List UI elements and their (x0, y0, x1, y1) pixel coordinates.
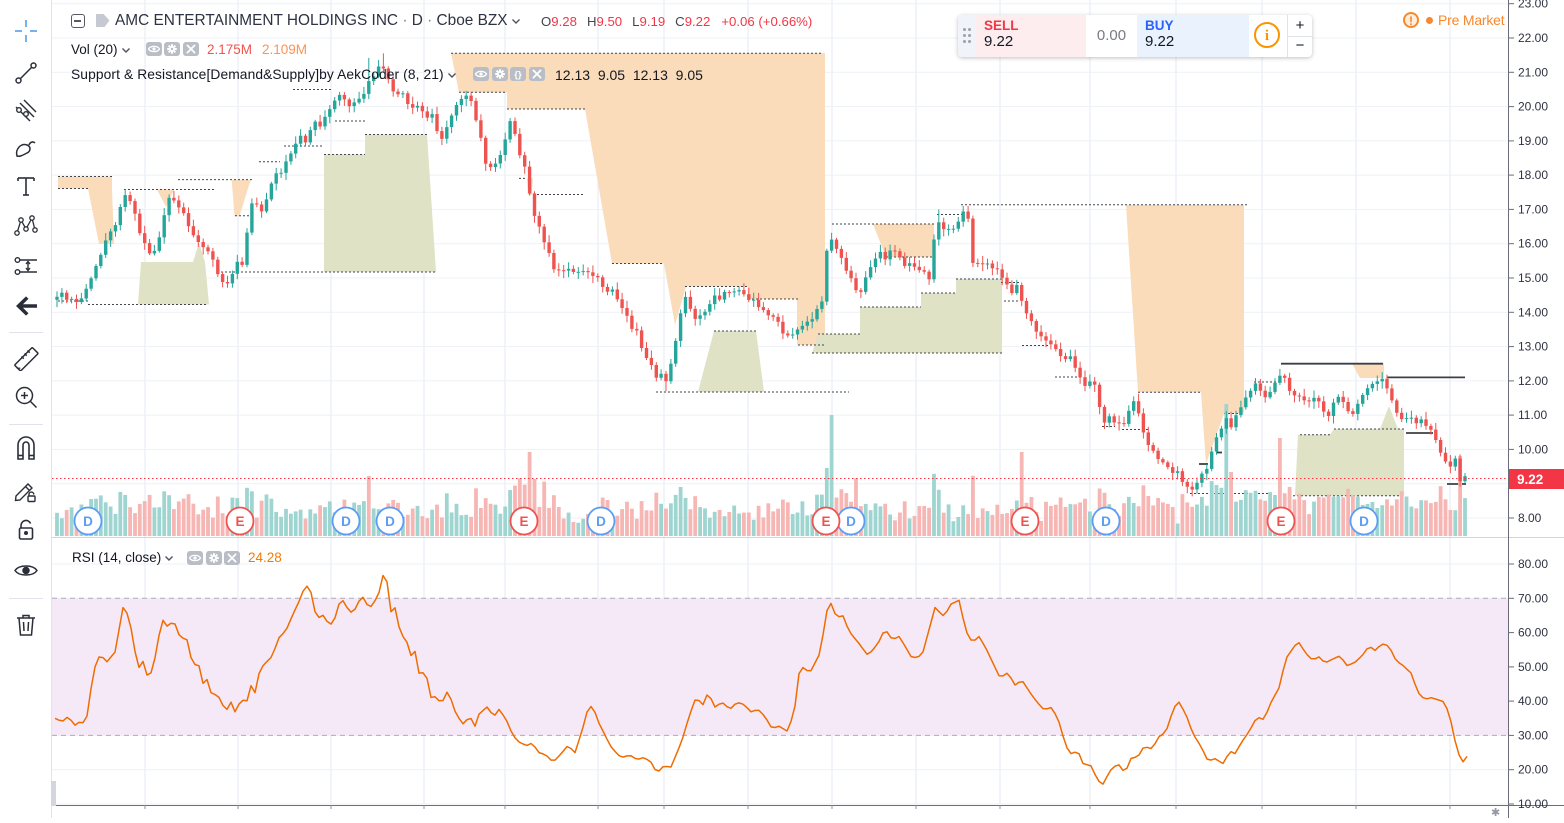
svg-text:D: D (1101, 514, 1111, 529)
svg-text:30.00: 30.00 (1518, 728, 1548, 742)
svg-text:23.00: 23.00 (1518, 0, 1548, 11)
svg-text:20.00: 20.00 (1518, 100, 1548, 114)
svg-text:D: D (83, 514, 93, 529)
svg-text:10.00: 10.00 (1518, 442, 1548, 456)
svg-text:E: E (235, 514, 244, 529)
svg-text:8.00: 8.00 (1518, 511, 1542, 525)
svg-text:16.00: 16.00 (1518, 237, 1548, 251)
svg-text:D: D (385, 514, 395, 529)
svg-text:14.00: 14.00 (1518, 305, 1548, 319)
svg-text:9.22: 9.22 (1517, 472, 1543, 487)
svg-text:E: E (1276, 514, 1285, 529)
svg-text:E: E (1020, 514, 1029, 529)
svg-text:18.00: 18.00 (1518, 168, 1548, 182)
svg-text:✱: ✱ (1491, 807, 1500, 818)
svg-text:50.00: 50.00 (1518, 660, 1548, 674)
svg-text:70.00: 70.00 (1518, 591, 1548, 605)
svg-text:22.00: 22.00 (1518, 31, 1548, 45)
svg-text:80.00: 80.00 (1518, 557, 1548, 571)
svg-text:40.00: 40.00 (1518, 694, 1548, 708)
svg-text:{}: {} (514, 70, 522, 81)
svg-text:D: D (1359, 514, 1369, 529)
svg-text:D: D (846, 514, 856, 529)
svg-text:15.00: 15.00 (1518, 271, 1548, 285)
svg-text:21.00: 21.00 (1518, 65, 1548, 79)
svg-text:E: E (519, 514, 528, 529)
svg-text:19.00: 19.00 (1518, 134, 1548, 148)
svg-text:D: D (341, 514, 351, 529)
svg-text:17.00: 17.00 (1518, 202, 1548, 216)
svg-text:20.00: 20.00 (1518, 763, 1548, 777)
svg-text:11.00: 11.00 (1518, 408, 1547, 422)
svg-text:60.00: 60.00 (1518, 626, 1548, 640)
svg-text:13.00: 13.00 (1518, 340, 1548, 354)
svg-text:D: D (596, 514, 606, 529)
svg-text:E: E (821, 514, 830, 529)
svg-text:10.00: 10.00 (1518, 797, 1548, 811)
svg-text:12.00: 12.00 (1518, 374, 1548, 388)
